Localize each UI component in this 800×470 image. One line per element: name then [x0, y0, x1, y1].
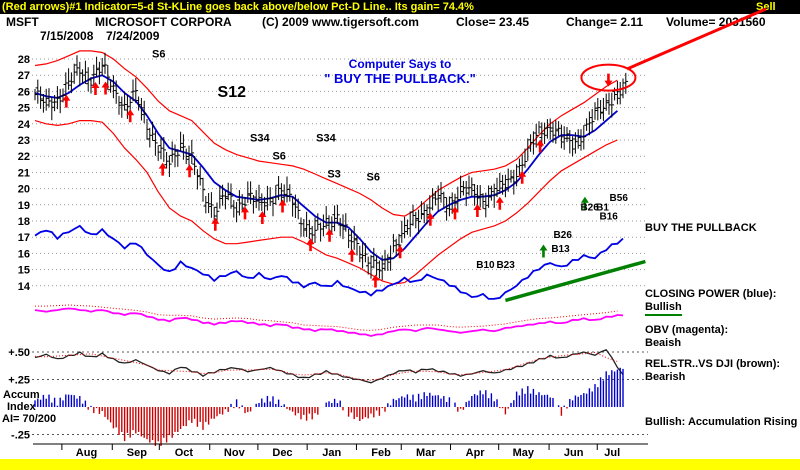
green-trendline [504, 259, 646, 303]
svg-text:+.25: +.25 [8, 375, 30, 387]
accumulation-note: Bullish: Accumulation Rising [645, 416, 798, 428]
date-range-start: 7/15/2008 [40, 29, 94, 43]
svg-text:16: 16 [18, 248, 30, 260]
indicator-header-bar: (Red arrows)#1 Indicator=5-d St-KLine go… [0, 0, 800, 14]
closing-power-status: Bullish [645, 301, 682, 316]
svg-text:19: 19 [18, 200, 30, 212]
svg-text:27: 27 [18, 70, 30, 82]
svg-text:May: May [513, 447, 535, 459]
svg-text:Feb: Feb [371, 447, 391, 459]
change-value: Change= 2.11 [566, 15, 644, 29]
svg-text:Nov: Nov [224, 447, 246, 459]
date-range-end: 7/24/2009 [106, 29, 160, 43]
accum-ai-value: AI= 70/200 [2, 413, 57, 425]
svg-text:Sep: Sep [127, 447, 147, 459]
rel-strength-ma-line [34, 351, 618, 381]
svg-text:-.25: -.25 [11, 430, 30, 442]
computer-says-line1: Computer Says to [348, 57, 452, 71]
svg-text:S6: S6 [272, 150, 285, 162]
svg-text:S34: S34 [316, 133, 336, 145]
svg-text:22: 22 [18, 151, 30, 163]
rel-strength-status: Bearish [645, 371, 686, 383]
signal-arrows [62, 73, 613, 288]
svg-text:24: 24 [18, 119, 31, 131]
time-axis: Aug Sep Oct Nov Dec Jan Feb Mar Apr May Jun Jul [33, 443, 648, 459]
svg-text:Mar: Mar [416, 447, 436, 459]
copyright-text: (C) 2009 www.tigersoft.com [262, 15, 419, 29]
price-gridlines: 28 27 26 25 24 23 22 21 20 19 18 17 16 15 14 [18, 54, 648, 293]
svg-text:S34: S34 [250, 133, 270, 145]
svg-text:B26: B26 [554, 230, 573, 241]
svg-text:Jul: Jul [604, 447, 620, 459]
svg-text:S12: S12 [218, 84, 247, 101]
svg-text:26: 26 [18, 86, 30, 98]
svg-text:B1: B1 [596, 202, 609, 213]
ticker-symbol: MSFT [6, 15, 39, 29]
indicator-description: (Red arrows)#1 Indicator=5-d St-KLine go… [2, 1, 474, 13]
closing-power-line [34, 224, 624, 300]
computer-says-line2: " BUY THE PULLBACK." [324, 71, 476, 86]
svg-text:+.50: +.50 [8, 347, 30, 359]
svg-text:23: 23 [18, 135, 30, 147]
closing-power-title: CLOSING POWER (blue): [645, 288, 777, 300]
svg-text:B16: B16 [599, 211, 618, 222]
svg-text:20: 20 [18, 184, 30, 196]
ma-line [34, 74, 618, 261]
svg-text:S6: S6 [152, 48, 165, 60]
svg-text:Jun: Jun [564, 447, 584, 459]
svg-text:14: 14 [18, 281, 31, 293]
obv-title: OBV (magenta): [645, 324, 729, 336]
svg-text:28: 28 [18, 54, 30, 66]
obv-status: Beaish [645, 337, 682, 349]
rel-strength-title: REL.STR..VS DJI (brown): [645, 358, 781, 370]
buy-pullback-note: BUY THE PULLBACK [645, 222, 757, 234]
bottom-bar [0, 459, 800, 470]
obv-line [34, 307, 624, 337]
svg-text:25: 25 [18, 103, 30, 115]
svg-text:B13: B13 [551, 244, 570, 255]
svg-text:Jan: Jan [322, 447, 341, 459]
svg-text:S6: S6 [367, 172, 380, 184]
svg-text:Dec: Dec [272, 447, 292, 459]
candles [34, 52, 629, 281]
accum-label-2: Index [7, 401, 36, 413]
sell-circle [580, 63, 637, 92]
svg-text:B26: B26 [580, 202, 599, 213]
svg-text:Apr: Apr [466, 447, 486, 459]
svg-text:21: 21 [18, 167, 30, 179]
svg-text:15: 15 [18, 265, 30, 277]
rel-strength-line [34, 349, 624, 384]
accum-histogram [34, 367, 624, 446]
lower-band-line [34, 119, 618, 285]
sell-signal-label: Sell [756, 1, 776, 13]
obv-ma-line [35, 304, 618, 331]
svg-text:Oct: Oct [175, 447, 194, 459]
close-value: Close= 23.45 [456, 15, 530, 29]
volume-value: Volume= 2031560 [666, 15, 766, 29]
svg-text:B56: B56 [610, 193, 629, 204]
accum-label-1: Accum [3, 389, 40, 401]
svg-text:Aug: Aug [76, 447, 97, 459]
company-name: MICROSOFT CORPORA [95, 15, 232, 29]
svg-text:S3: S3 [327, 168, 340, 180]
svg-text:17: 17 [18, 232, 30, 244]
svg-text:B23: B23 [496, 260, 515, 271]
lower-gridlines: +.50 +.25 -.25 [8, 347, 648, 442]
svg-text:18: 18 [18, 216, 30, 228]
svg-text:B10: B10 [476, 260, 495, 271]
